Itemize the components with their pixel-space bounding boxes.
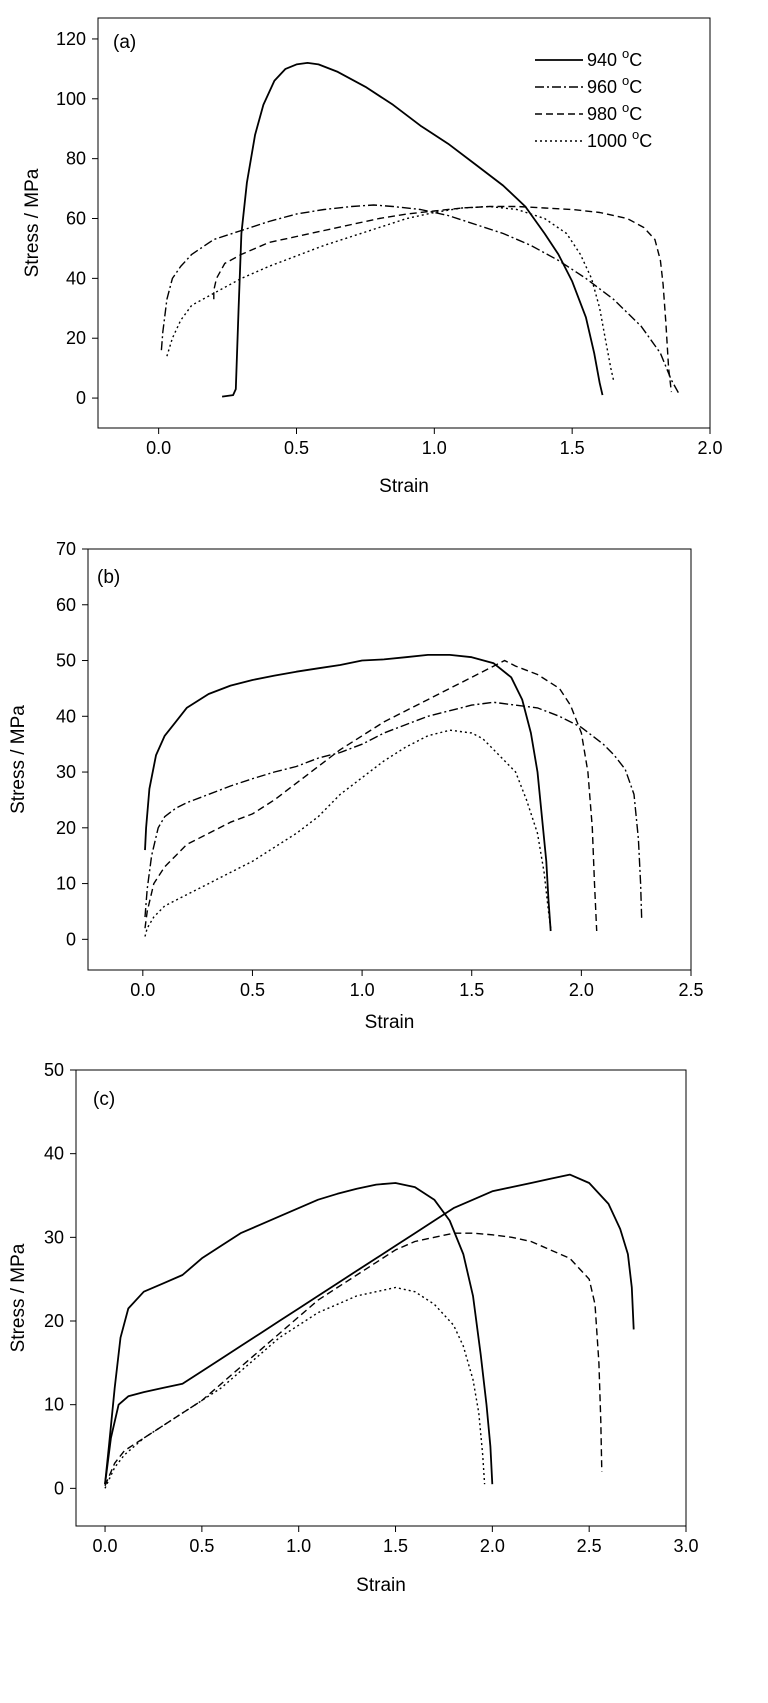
y-tick-label: 20 [44,1311,64,1331]
y-tick-label: 30 [44,1227,64,1247]
y-tick-label: 50 [44,1060,64,1080]
x-tick-label: 0.0 [130,980,155,1000]
x-tick-label: 3.0 [673,1536,698,1556]
x-tick-label: 0.5 [189,1536,214,1556]
x-tick-label: 2.0 [480,1536,505,1556]
legend-degree: o [622,46,629,61]
x-tick-label: 1.0 [422,438,447,458]
x-tick-label: 2.5 [577,1536,602,1556]
series-line-4 [104,1286,486,1489]
series-line-1 [144,654,552,932]
panel-label: (b) [97,567,120,588]
plot-frame [87,548,692,971]
series-line-3 [144,659,598,932]
y-axis-title: Stress / MPa [8,705,29,814]
legend-degree: o [632,127,639,142]
series-line-4 [166,205,615,381]
legend-label: 980 [587,104,622,124]
legend-entry: 960 oC [587,73,642,97]
series-line-2 [160,204,681,396]
x-tick-label: 2.5 [678,980,703,1000]
legend-label: 960 [587,77,622,97]
y-tick-label: 0 [76,388,86,408]
x-axis-title: Strain [356,1575,406,1596]
x-tick-label: 0.0 [93,1536,118,1556]
legend-entry: 940 oC [587,46,642,70]
series-line-1 [221,62,604,398]
y-tick-label: 10 [44,1395,64,1415]
x-tick-label: 1.5 [459,980,484,1000]
series-line-4 [144,729,552,937]
legend-unit: C [629,50,642,70]
y-tick-label: 20 [56,818,76,838]
y-tick-label: 40 [66,268,86,288]
y-tick-label: 40 [44,1144,64,1164]
series-line-3 [213,205,673,393]
y-tick-label: 60 [66,209,86,229]
panel-label: (c) [93,1089,115,1110]
legend-unit: C [639,131,652,151]
y-tick-label: 10 [56,874,76,894]
legend-degree: o [622,100,629,115]
legend-degree: o [622,73,629,88]
y-tick-label: 50 [56,651,76,671]
legend-label: 1000 [587,131,632,151]
legend-label: 940 [587,50,622,70]
panel-b-chart: 0.0 0.5 1.0 1.5 2.0 2.5 0 10 20 30 40 50 60 70 Strain S… [8,539,704,1033]
x-tick-label: 0.0 [146,438,171,458]
plot-frame [97,17,711,429]
legend-unit: C [629,104,642,124]
x-tick-label: 1.5 [560,438,585,458]
legend-entry: 1000 oC [587,127,652,151]
panel-a-chart: 0.0 0.5 1.0 1.5 2.0 0 20 40 60 80 100 120 Strain Stre… [22,17,723,497]
y-axis-title: Stress / MPa [8,1243,29,1352]
y-tick-label: 100 [56,89,86,109]
series-line-1 [104,1182,494,1485]
legend-unit: C [629,77,642,97]
y-tick-label: 20 [66,328,86,348]
y-tick-label: 40 [56,706,76,726]
x-tick-label: 1.5 [383,1536,408,1556]
x-tick-label: 0.5 [284,438,309,458]
legend-entry: 980 oC [587,100,642,124]
y-tick-label: 30 [56,762,76,782]
x-tick-label: 0.5 [240,980,265,1000]
y-axis-title: Stress / MPa [22,168,43,277]
x-tick-label: 2.0 [569,980,594,1000]
x-tick-label: 2.0 [697,438,722,458]
x-axis-title: Strain [379,476,429,497]
panel-c-chart: 0.0 0.5 1.0 1.5 2.0 2.5 3.0 0 10 20 30 40 50 Strain St… [8,1060,699,1596]
series-line-2 [104,1173,635,1485]
y-tick-label: 70 [56,539,76,559]
x-tick-label: 1.0 [286,1536,311,1556]
y-tick-label: 0 [54,1478,64,1498]
panel-label: (a) [113,32,136,53]
series-line-3 [104,1232,603,1487]
series-line-2 [144,701,643,920]
y-tick-label: 80 [66,149,86,169]
plot-frame [75,1069,687,1527]
x-axis-title: Strain [365,1012,415,1033]
y-tick-label: 120 [56,29,86,49]
y-tick-label: 0 [66,929,76,949]
x-tick-label: 1.0 [350,980,375,1000]
y-tick-label: 60 [56,595,76,615]
